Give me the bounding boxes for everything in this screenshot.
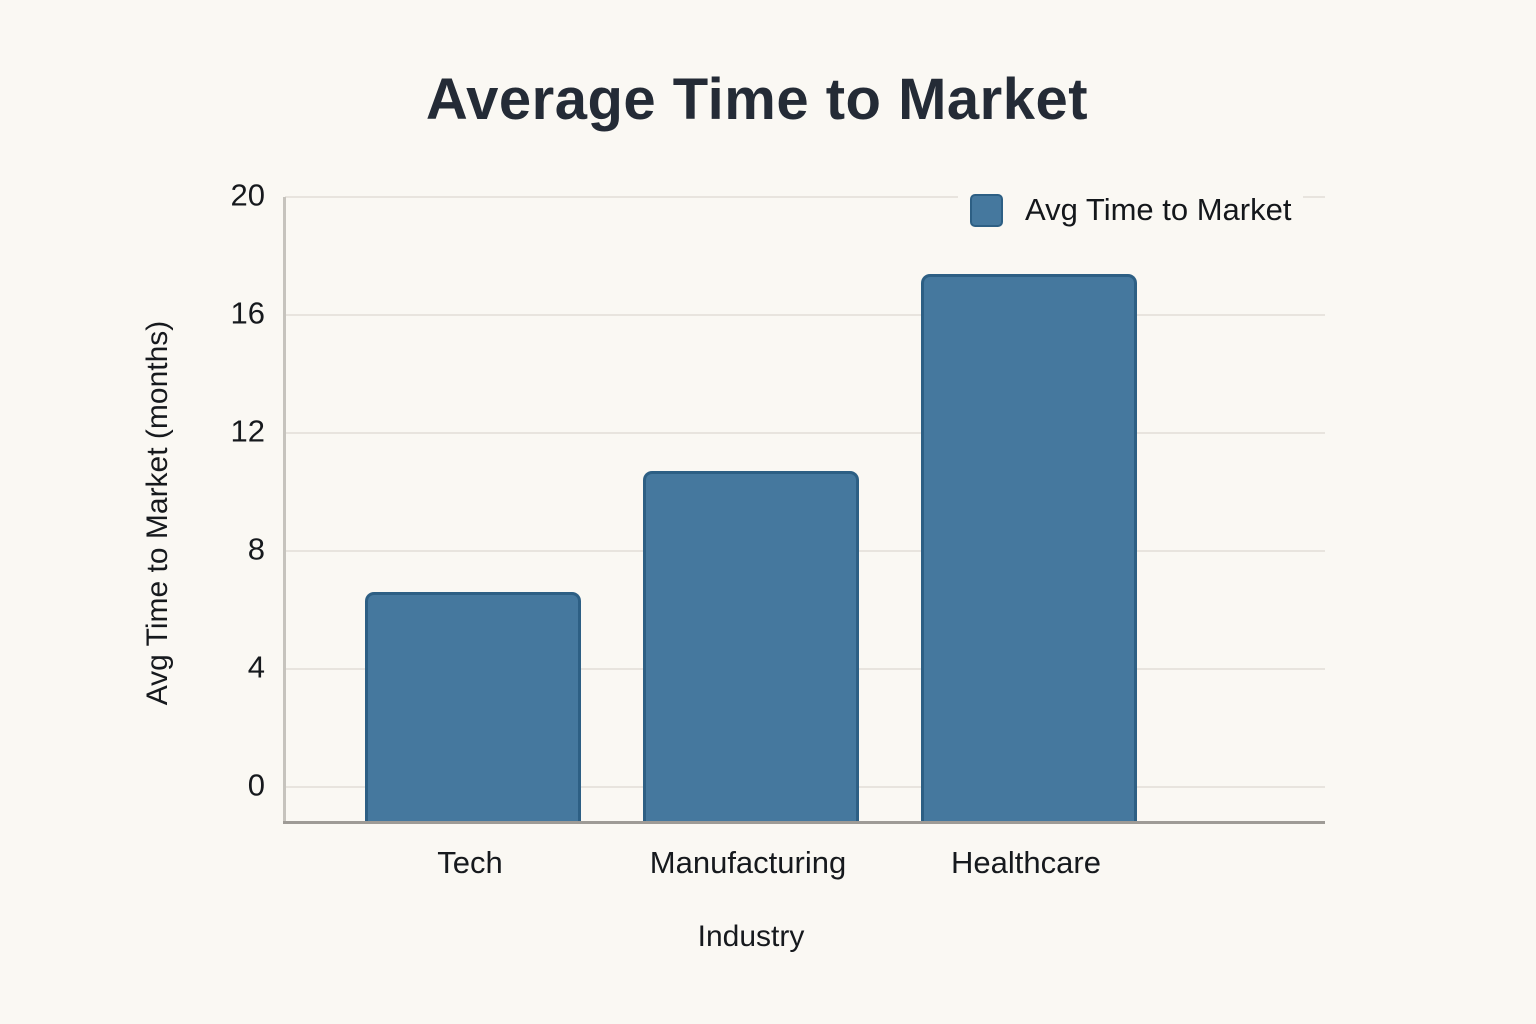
plot-area (283, 196, 1325, 824)
y-tick-label-0: 0 (247, 767, 265, 803)
x-tick-label-manufacturing: Manufacturing (649, 845, 847, 880)
legend: Avg Time to Market (958, 186, 1304, 234)
bar-manufacturing (643, 471, 859, 823)
y-tick-label-8: 8 (247, 531, 265, 567)
y-tick-label-12: 12 (230, 413, 265, 449)
bar-tech (365, 592, 581, 823)
x-axis-title: Industry (697, 920, 805, 953)
chart-title: Average Time to Market (425, 67, 1089, 132)
x-tick-label-tech: Tech (437, 845, 503, 880)
bar-healthcare (921, 273, 1137, 823)
gridline-y-20 (285, 196, 1325, 198)
y-axis-line (283, 197, 286, 823)
y-tick-label-20: 20 (230, 177, 265, 213)
gridline-y-16 (285, 314, 1325, 316)
gridline-y-12 (285, 432, 1325, 434)
legend-label: Avg Time to Market (1025, 192, 1292, 227)
y-axis-title: Avg Time to Market (months) (141, 320, 174, 706)
legend-swatch-icon (970, 193, 1003, 227)
y-tick-label-4: 4 (247, 649, 265, 685)
x-tick-label-healthcare: Healthcare (951, 845, 1101, 880)
y-tick-label-16: 16 (230, 295, 265, 331)
x-axis-line (283, 821, 1325, 824)
